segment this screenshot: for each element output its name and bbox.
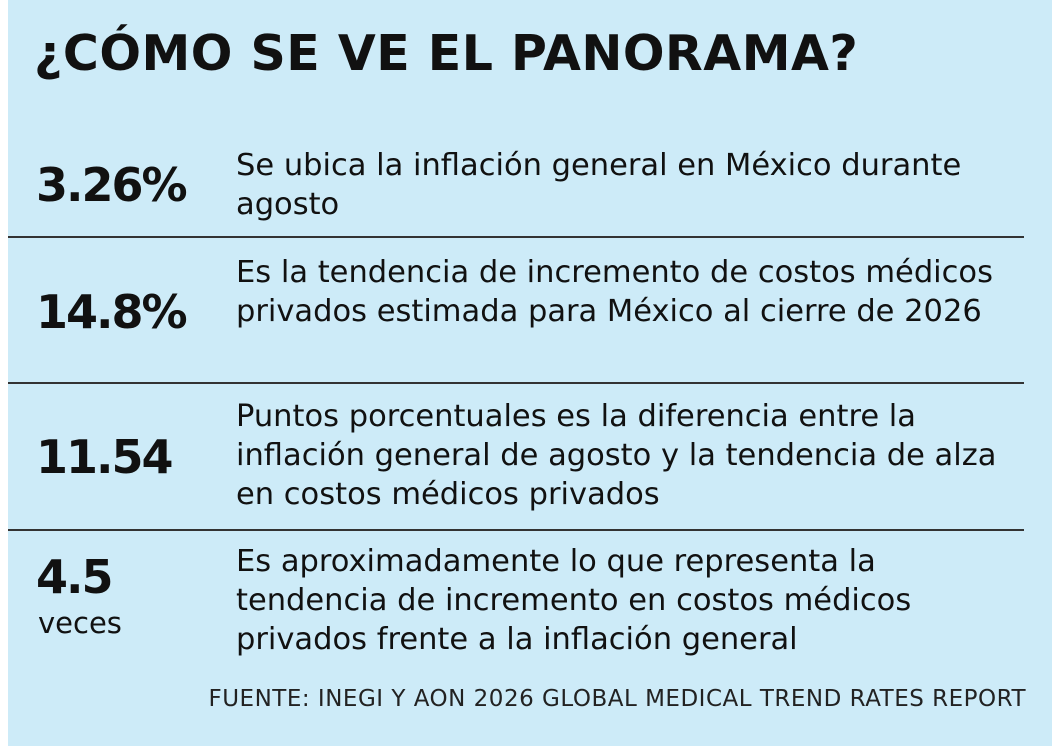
stat-description-difference: Puntos porcentuales es la diferencia ent…: [236, 399, 997, 512]
source-note: FUENTE: INEGI Y AON 2026 GLOBAL MEDICAL …: [208, 686, 1026, 712]
row-divider: [8, 529, 1024, 531]
infographic-panel: ¿CÓMO SE VE EL PANORAMA? 3.26% Se ubica …: [8, 0, 1052, 746]
row-divider: [8, 236, 1024, 238]
stat-description-medical-trend: Es la tendencia de incremento de costos …: [236, 255, 993, 329]
stat-description-inflation: Se ubica la inflación general en México …: [236, 148, 962, 222]
stat-unit-ratio: veces: [38, 606, 122, 640]
infographic-title: ¿CÓMO SE VE EL PANORAMA?: [34, 25, 859, 82]
stat-description-ratio: Es aproximadamente lo que representa la …: [236, 544, 912, 657]
stat-figure-inflation: 3.26%: [36, 158, 188, 212]
stat-figure-difference: 11.54: [36, 430, 174, 484]
stat-figure-ratio: 4.5: [36, 550, 113, 604]
stat-figure-medical-trend: 14.8%: [36, 285, 188, 339]
row-divider: [8, 382, 1024, 384]
